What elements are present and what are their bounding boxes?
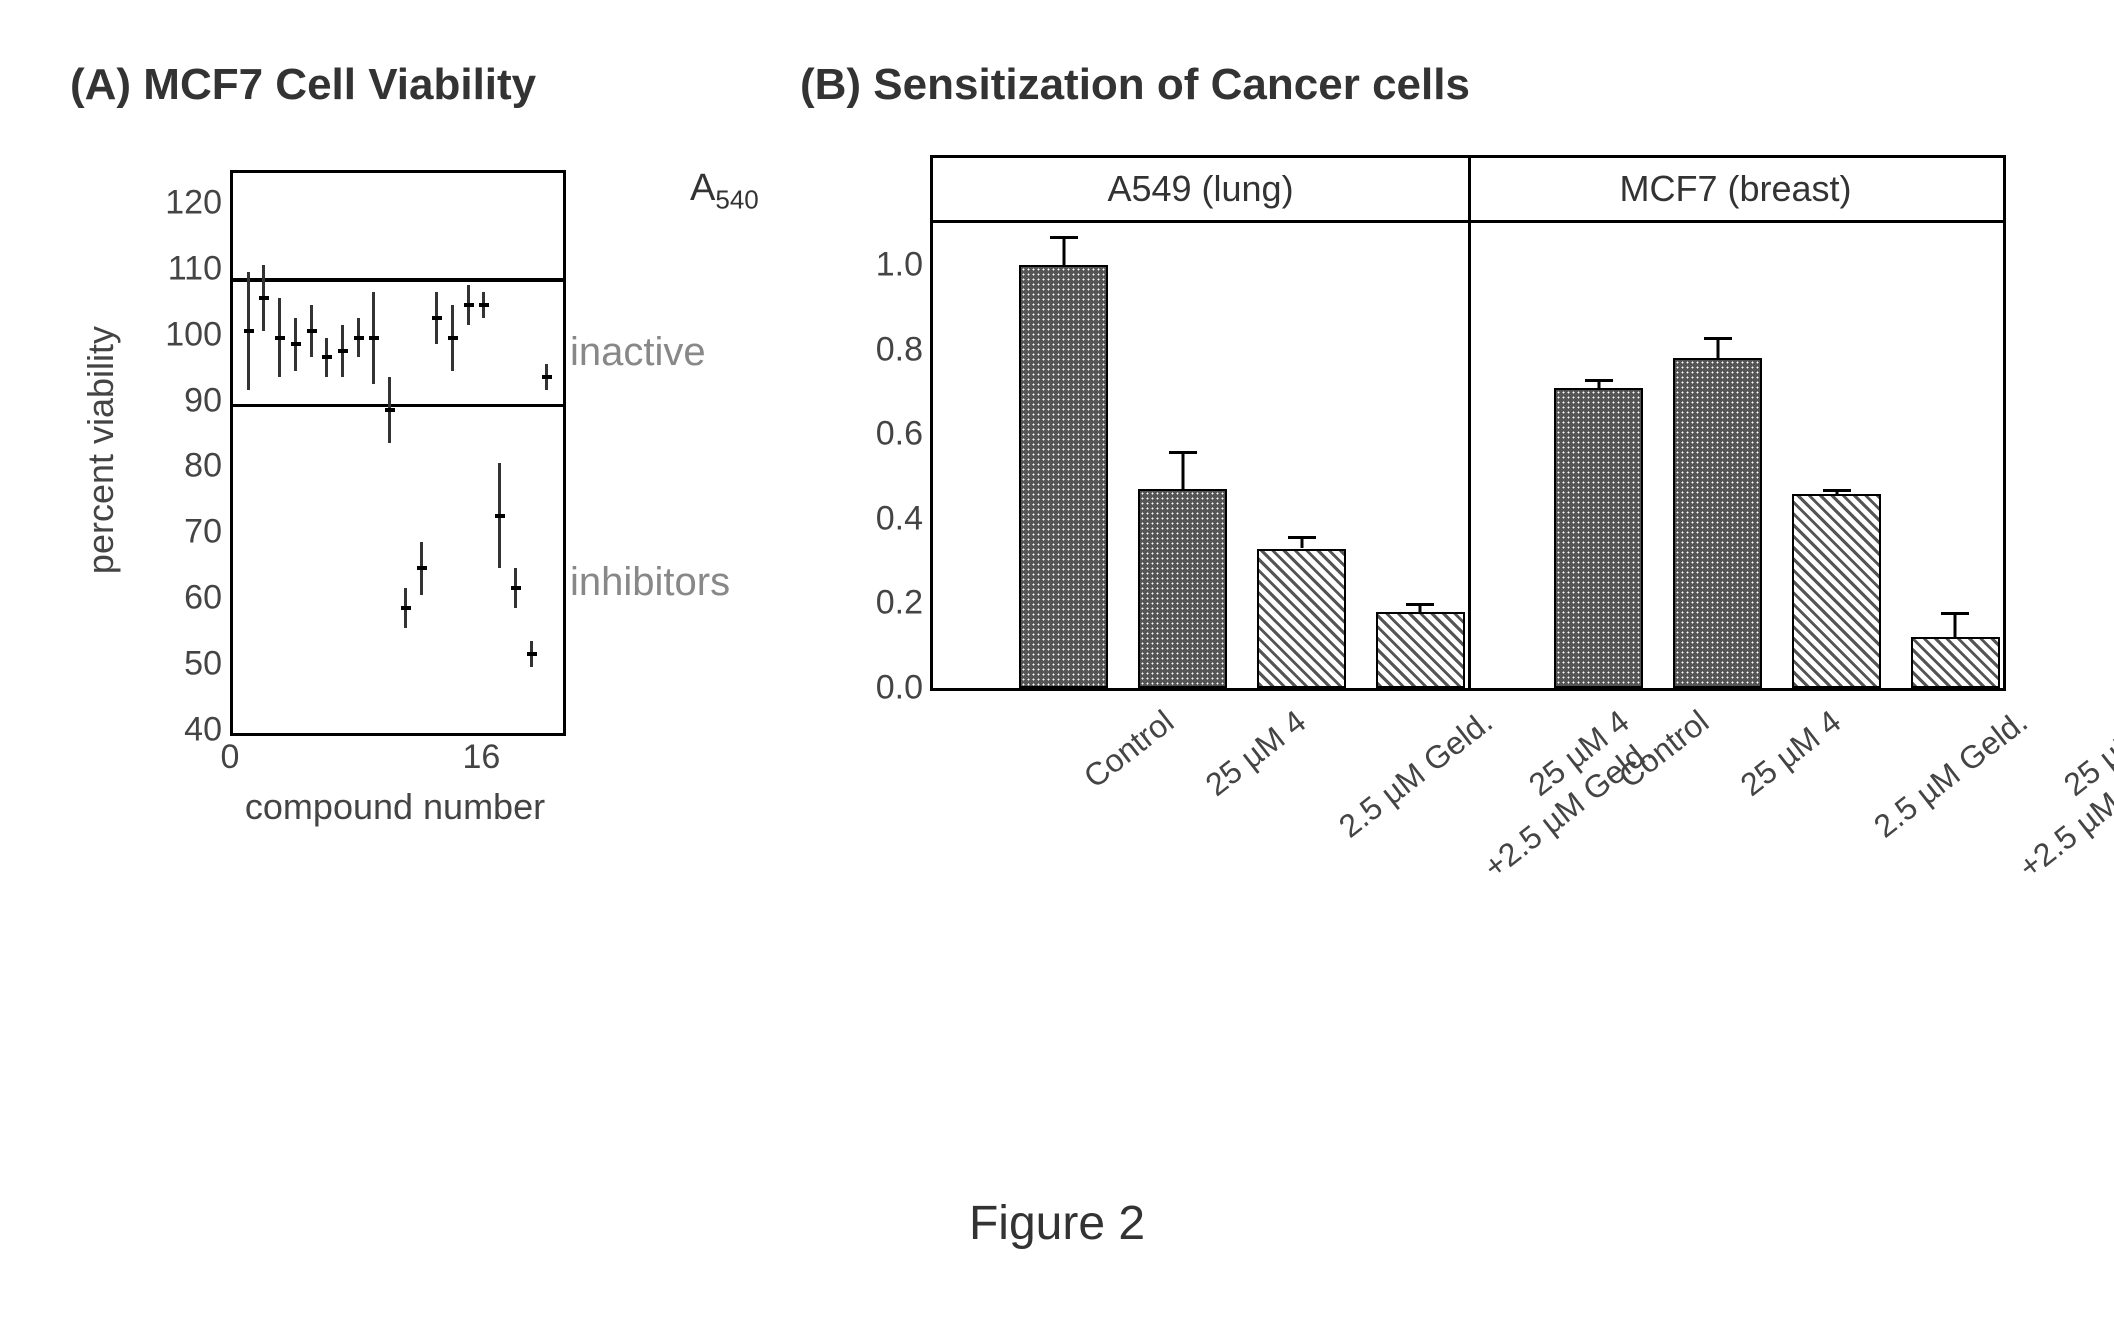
bar: [1673, 223, 1762, 688]
panel-b-x-category: 25 µM 4: [1198, 703, 1312, 804]
inactive-label: inactive: [570, 330, 706, 375]
panel-b-y-tick: 0.6: [876, 415, 923, 454]
scatter-point: [530, 641, 534, 667]
scatter-point: [514, 568, 518, 608]
bar: [1376, 223, 1465, 688]
panel-a: 405060708090100110120 percent viability …: [100, 170, 640, 850]
a540-sub: 540: [715, 185, 758, 215]
panel-a-y-tick: 40: [184, 711, 222, 750]
panel-b-x-category: 25 µM 4: [1733, 703, 1847, 804]
panel-b-y-tick: 0.8: [876, 330, 923, 369]
panel-a-plot-area: [230, 170, 566, 736]
bar: [1554, 223, 1643, 688]
scatter-point: [372, 292, 376, 384]
panel-a-x-tick: 0: [221, 738, 240, 777]
bar: [1138, 223, 1227, 688]
scatter-point: [278, 298, 282, 377]
a540-main: A: [690, 167, 715, 209]
panel-b-y-tick: 1.0: [876, 246, 923, 285]
panel-b-frame: A549 (lung) MCF7 (breast) 0.00.20.40.60.…: [930, 155, 2006, 691]
figure-page: (A) MCF7 Cell Viability (B) Sensitizatio…: [40, 40, 2074, 1291]
panel-b-plot-area: [933, 223, 2003, 688]
scatter-point: [435, 292, 439, 345]
panel-a-title: (A) MCF7 Cell Viability: [70, 60, 536, 110]
panel-b-x-category: Control: [1077, 703, 1181, 796]
bar: [1019, 223, 1108, 688]
panel-a-y-tick: 110: [168, 249, 222, 288]
panel-a-y-label: percent viability: [80, 326, 122, 574]
scatter-point: [498, 463, 502, 568]
scatter-point: [451, 305, 455, 371]
panel-b-y-tick: 0.2: [876, 584, 923, 623]
scatter-point: [247, 272, 251, 391]
panel-a-x-tick: 16: [463, 738, 501, 777]
band-line: [233, 404, 563, 408]
scatter-point: [467, 285, 471, 325]
scatter-point: [262, 265, 266, 331]
panel-a-y-tick: 70: [184, 513, 222, 552]
header-a549: A549 (lung): [933, 158, 1468, 220]
panel-b-y-tick: 0.4: [876, 499, 923, 538]
header-mcf7: MCF7 (breast): [1468, 158, 2003, 220]
scatter-point: [341, 325, 345, 378]
panel-a-y-tick: 100: [165, 315, 222, 354]
scatter-point: [310, 305, 314, 358]
scatter-point: [404, 588, 408, 628]
panel-a-y-tick: 120: [165, 183, 222, 222]
panel-a-y-tick: 90: [184, 381, 222, 420]
panel-b-y-axis: 0.00.20.40.60.81.0: [843, 223, 933, 688]
panel-a-y-tick: 80: [184, 447, 222, 486]
bar: [1792, 223, 1881, 688]
figure-caption: Figure 2: [969, 1196, 1145, 1251]
panel-b-y-tick: 0.0: [876, 669, 923, 708]
band-line: [233, 278, 563, 282]
bar: [1911, 223, 2000, 688]
inhibitors-label: inhibitors: [570, 560, 730, 605]
panel-a-y-tick: 50: [184, 645, 222, 684]
panel-a-y-tick: 60: [184, 579, 222, 618]
panel-b-title: (B) Sensitization of Cancer cells: [800, 60, 1470, 110]
scatter-point: [545, 364, 549, 390]
scatter-point: [482, 292, 486, 318]
panel-b: A540 A549 (lung) MCF7 (breast) 0.00.20.4…: [820, 155, 2010, 955]
scatter-point: [388, 377, 392, 443]
panel-a-x-axis: compound number 016: [230, 732, 560, 852]
bar: [1257, 223, 1346, 688]
scatter-point: [325, 338, 329, 378]
panel-b-header: A549 (lung) MCF7 (breast): [933, 158, 2003, 223]
panel-a-x-label: compound number: [245, 786, 545, 828]
scatter-point: [294, 318, 298, 371]
scatter-point: [420, 542, 424, 595]
a540-label: A540: [690, 167, 759, 216]
scatter-point: [357, 318, 361, 358]
